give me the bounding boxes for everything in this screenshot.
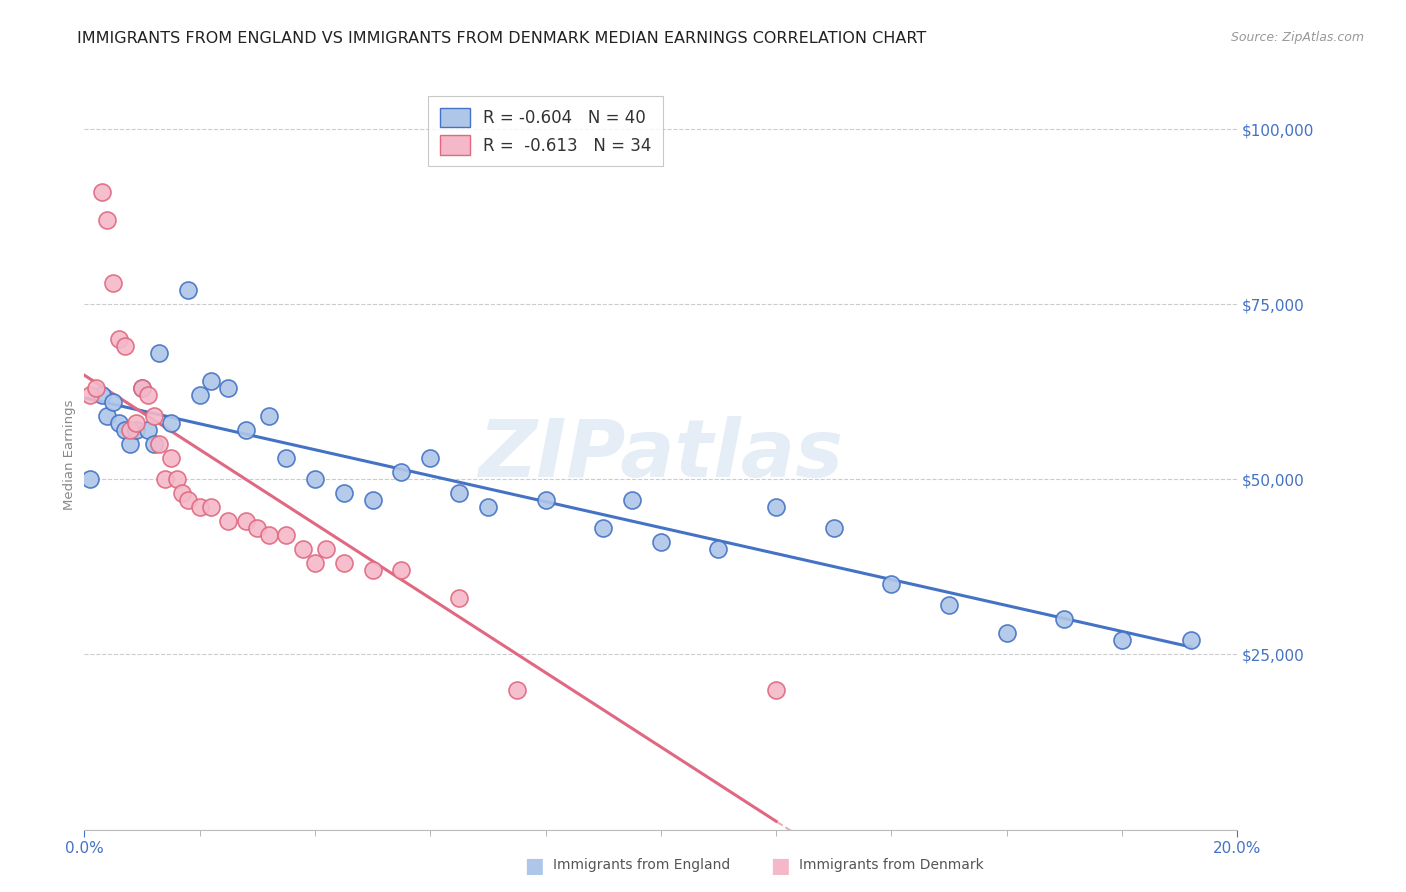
- Point: [218, 381, 240, 395]
- Text: ■: ■: [524, 856, 544, 876]
- Point: [995, 626, 1018, 640]
- Point: [257, 409, 280, 424]
- Point: [153, 472, 176, 486]
- Point: [391, 466, 413, 480]
- Point: [1053, 612, 1076, 626]
- Point: [142, 409, 165, 424]
- Point: [1111, 633, 1133, 648]
- Point: [188, 500, 211, 515]
- Point: [125, 424, 148, 438]
- Point: [188, 388, 211, 402]
- Point: [90, 388, 112, 402]
- Point: [90, 186, 112, 200]
- Point: [621, 493, 644, 508]
- Point: [160, 417, 183, 431]
- Text: Source: ZipAtlas.com: Source: ZipAtlas.com: [1230, 31, 1364, 45]
- Point: [200, 375, 222, 389]
- Point: [938, 599, 960, 613]
- Text: Immigrants from England: Immigrants from England: [553, 858, 730, 872]
- Point: [136, 424, 159, 438]
- Point: [148, 346, 170, 360]
- Point: [177, 284, 200, 298]
- Point: [333, 557, 356, 571]
- Point: [391, 564, 413, 578]
- Point: [136, 388, 159, 402]
- Point: [257, 528, 280, 542]
- Point: [707, 542, 730, 557]
- Point: [120, 424, 142, 438]
- Text: ■: ■: [770, 856, 790, 876]
- Text: ZIPatlas: ZIPatlas: [478, 416, 844, 494]
- Point: [103, 277, 124, 291]
- Point: [823, 521, 845, 535]
- Point: [506, 682, 529, 697]
- Point: [120, 437, 142, 451]
- Point: [235, 424, 257, 438]
- Point: [765, 500, 787, 515]
- Point: [125, 417, 148, 431]
- Point: [96, 213, 118, 227]
- Point: [419, 451, 441, 466]
- Point: [142, 437, 165, 451]
- Text: IMMIGRANTS FROM ENGLAND VS IMMIGRANTS FROM DENMARK MEDIAN EARNINGS CORRELATION C: IMMIGRANTS FROM ENGLAND VS IMMIGRANTS FR…: [77, 31, 927, 46]
- Point: [96, 409, 118, 424]
- Point: [108, 332, 131, 346]
- Point: [276, 528, 298, 542]
- Point: [361, 493, 384, 508]
- Point: [292, 542, 315, 557]
- Point: [333, 486, 356, 500]
- Point: [235, 515, 257, 529]
- Point: [79, 472, 101, 486]
- Point: [172, 486, 194, 500]
- Point: [148, 437, 170, 451]
- Point: [131, 381, 153, 395]
- Point: [131, 381, 153, 395]
- Point: [449, 591, 471, 606]
- Point: [276, 451, 298, 466]
- Point: [361, 564, 384, 578]
- Point: [79, 388, 101, 402]
- Y-axis label: Median Earnings: Median Earnings: [63, 400, 76, 510]
- Point: [114, 339, 136, 353]
- Point: [477, 500, 499, 515]
- Point: [160, 451, 183, 466]
- Text: Immigrants from Denmark: Immigrants from Denmark: [799, 858, 983, 872]
- Point: [218, 515, 240, 529]
- Point: [534, 493, 557, 508]
- Point: [103, 395, 124, 409]
- Point: [177, 493, 200, 508]
- Point: [765, 682, 787, 697]
- Point: [200, 500, 222, 515]
- Point: [449, 486, 471, 500]
- Point: [304, 472, 326, 486]
- Point: [304, 557, 326, 571]
- Point: [114, 424, 136, 438]
- Point: [880, 577, 903, 591]
- Point: [592, 521, 614, 535]
- Point: [166, 472, 188, 486]
- Point: [315, 542, 337, 557]
- Point: [108, 417, 131, 431]
- Point: [650, 535, 672, 549]
- Point: [246, 521, 269, 535]
- Point: [84, 381, 107, 395]
- Legend: R = -0.604   N = 40, R =  -0.613   N = 34: R = -0.604 N = 40, R = -0.613 N = 34: [427, 96, 664, 166]
- Point: [1180, 633, 1202, 648]
